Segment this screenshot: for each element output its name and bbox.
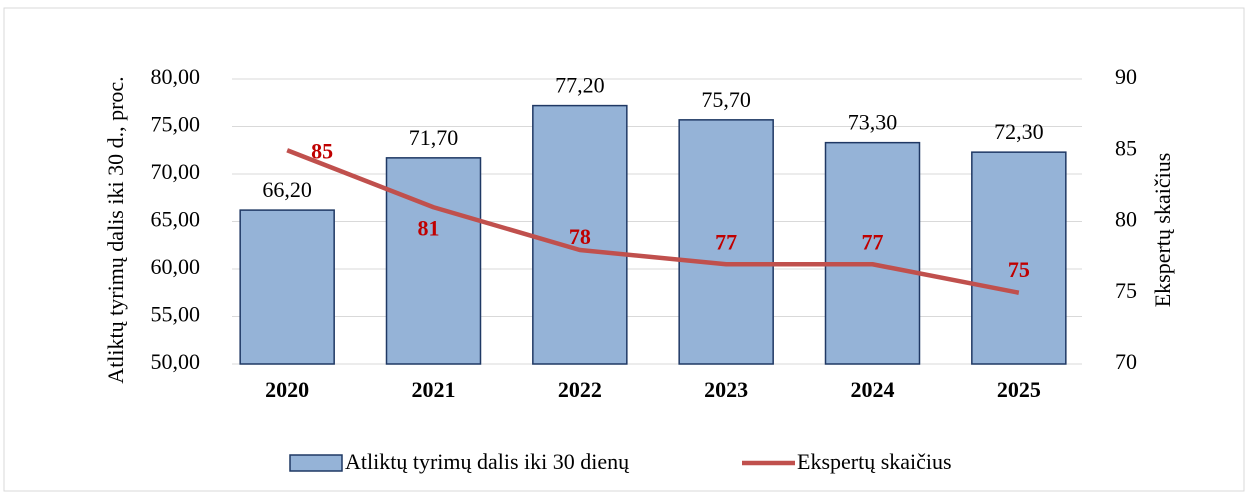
legend-swatch [289,454,343,472]
bar-value-label: 77,20 [555,73,605,98]
y-tick-label: 75,00 [151,112,201,137]
bar [824,141,921,365]
bar-value-label: 66,20 [262,177,312,202]
y2-tick-label: 85 [1115,135,1137,160]
line-value-label: 77 [715,229,737,254]
bar [971,151,1067,365]
y-tick-label: 55,00 [151,302,201,327]
bar-value-label: 75,70 [701,87,751,112]
x-tick-label: 2021 [412,377,456,402]
y2-tick-label: 90 [1115,64,1137,89]
x-tick-label: 2022 [558,377,602,402]
legend-label: Ekspertų skaičius [797,449,952,474]
line-value-label: 78 [569,224,591,249]
bar [532,104,628,365]
y-tick-label: 60,00 [151,254,201,279]
y2-tick-label: 80 [1115,207,1137,232]
line-value-label: 77 [862,229,884,254]
bar [239,209,335,365]
bar-value-label: 71,70 [409,125,459,150]
line-value-label: 85 [311,138,333,163]
x-tick-label: 2023 [704,377,748,402]
line-value-label: 75 [1008,257,1030,282]
line [286,148,1020,295]
y-tick-label: 80,00 [151,64,201,89]
y2-tick-label: 75 [1115,278,1137,303]
bar-value-label: 72,30 [994,119,1044,144]
x-tick-label: 2025 [997,377,1041,402]
y2-tick-label: 70 [1115,349,1137,374]
bar [678,119,774,365]
x-tick-label: 2020 [265,377,309,402]
bar [385,157,482,365]
x-tick-label: 2024 [851,377,895,402]
y-tick-label: 70,00 [151,159,201,184]
y-tick-label: 50,00 [151,349,201,374]
y-axis-title: Atliktų tyrimų dalis iki 30 d., proc. [103,76,128,383]
y2-axis-title: Ekspertų skaičius [1150,153,1175,308]
legend-label: Atliktų tyrimų dalis iki 30 dienų [345,449,630,474]
bar-value-label: 73,30 [848,110,898,135]
y-tick-label: 65,00 [151,207,201,232]
line-value-label: 81 [418,215,440,240]
